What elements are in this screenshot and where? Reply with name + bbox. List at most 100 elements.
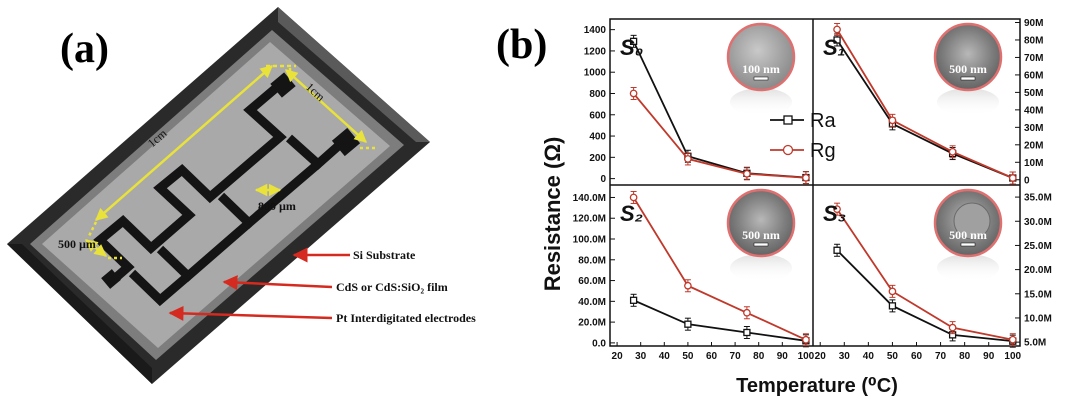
xtick-label-s3: 60 bbox=[911, 351, 923, 362]
subplot-s2: 0.0 20.0M 40.0M 60.0M 80.0M 100.0M 120.0M 140.0… bbox=[573, 188, 815, 362]
ytick-label-s1: 80M bbox=[1024, 35, 1043, 46]
xtick-label-s2: 80 bbox=[753, 351, 765, 362]
inset-sem-image-s0 bbox=[726, 22, 796, 92]
callout-arrow-electrodes bbox=[168, 305, 333, 321]
inset-reflection-s3 bbox=[937, 254, 999, 282]
ytick-label-s3: 5.0M bbox=[1024, 338, 1046, 349]
ytick-label-s0: 200 bbox=[589, 153, 606, 164]
data-point-s2-ra bbox=[684, 320, 692, 328]
xtick-label-s3: 20 bbox=[815, 351, 827, 362]
xtick-label-s2: 60 bbox=[706, 351, 718, 362]
xtick-label-s3: 70 bbox=[935, 351, 947, 362]
xtick-label-s2: 40 bbox=[659, 351, 671, 362]
callout-arrow-film bbox=[222, 275, 333, 291]
ytick-label-s2: 100.0M bbox=[573, 235, 606, 246]
ytick-label-s3: 20.0M bbox=[1024, 265, 1052, 276]
legend-label-ra: Ra bbox=[810, 110, 836, 132]
data-point-s3-ra bbox=[888, 302, 897, 310]
data-point-s3-rg bbox=[1008, 335, 1017, 344]
callout-film: CdS or CdS:SiO₂ film bbox=[336, 280, 448, 294]
series-line-s2-ra bbox=[633, 299, 807, 342]
subplot-s1: 0 10M 20M 30M 40M 50M 60M 70M 80M 90M 500 nm S₁ bbox=[823, 18, 1043, 186]
ytick-label-s3: 35.0M bbox=[1024, 193, 1052, 204]
ytick-label-s1: 50M bbox=[1024, 88, 1043, 99]
data-point-s3-rg bbox=[948, 323, 957, 332]
inset-scale-bar-s3 bbox=[960, 242, 976, 247]
legend-marker-rg bbox=[782, 144, 794, 156]
xtick-label-s2: 70 bbox=[730, 351, 742, 362]
data-point-s1-rg bbox=[948, 147, 957, 156]
xtick-label-s3: 50 bbox=[887, 351, 899, 362]
data-point-s2-rg bbox=[743, 308, 751, 317]
series-line-s2-rg bbox=[632, 196, 807, 341]
ytick-label-s0: 1200 bbox=[584, 46, 607, 57]
ytick-label-s1: 40M bbox=[1024, 105, 1043, 116]
ytick-label-s0: 1400 bbox=[584, 25, 607, 36]
ytick-label-s2: 60.0M bbox=[578, 276, 606, 287]
data-point-s0-rg bbox=[684, 155, 692, 163]
dim-gap-label: 800 µm bbox=[258, 199, 296, 213]
ytick-label-s2: 0.0 bbox=[592, 338, 606, 349]
ytick-label-s0: 1000 bbox=[584, 68, 607, 79]
x-axis-label: Temperature (⁰C) bbox=[736, 375, 898, 396]
ytick-label-s0: 600 bbox=[589, 110, 606, 121]
ytick-label-s0: 800 bbox=[589, 89, 606, 100]
ytick-label-s0: 400 bbox=[589, 132, 606, 143]
panel-label-s0: S₀ bbox=[620, 35, 643, 60]
data-point-s2-ra bbox=[743, 328, 751, 337]
xtick-label-s2: 20 bbox=[612, 351, 624, 362]
series-line-s1-rg bbox=[836, 29, 1014, 179]
ytick-label-s0: 0 bbox=[600, 174, 606, 185]
ytick-label-s1: 70M bbox=[1024, 53, 1043, 64]
xtick-label-s2: 30 bbox=[635, 351, 647, 362]
plot-area: 0 200 400 600 800 1000 1200 1400 100 nm S₀ 0 10M 20M… bbox=[573, 18, 1052, 362]
data-point-s0-rg bbox=[802, 173, 810, 182]
inset-reflection-s0 bbox=[730, 88, 792, 116]
data-point-s1-rg bbox=[888, 116, 897, 125]
panel-label-s3: S₃ bbox=[823, 201, 846, 226]
ytick-label-s2: 40.0M bbox=[578, 297, 606, 308]
inset-sem-image-s1 bbox=[933, 22, 1003, 92]
ytick-label-s1: 60M bbox=[1024, 70, 1043, 81]
plot-frame bbox=[609, 18, 1021, 347]
ytick-label-s1: 20M bbox=[1024, 140, 1043, 151]
ytick-label-s3: 15.0M bbox=[1024, 289, 1052, 300]
inset-scale-bar-s1 bbox=[960, 76, 976, 81]
ytick-label-s1: 90M bbox=[1024, 18, 1043, 29]
xtick-label-s3: 40 bbox=[863, 351, 875, 362]
data-point-s3-rg bbox=[833, 205, 841, 214]
xtick-label-s2: 100 bbox=[798, 351, 815, 362]
xtick-label-s3: 100 bbox=[1004, 351, 1021, 362]
data-point-s2-rg bbox=[684, 281, 692, 290]
dim-finger-label: 500 µm bbox=[58, 237, 96, 251]
callout-electrodes: Pt Interdigitated electrodes bbox=[336, 311, 476, 325]
xtick-label-s3: 80 bbox=[959, 351, 971, 362]
data-point-s3-rg bbox=[888, 287, 897, 296]
ytick-label-s2: 140.0M bbox=[573, 193, 606, 204]
inset-sphere-s3 bbox=[953, 202, 991, 240]
data-point-s0-rg bbox=[629, 89, 638, 98]
panel-a-device-schematic: (a) 1cm bbox=[7, 7, 476, 384]
series-line-s3-rg bbox=[836, 208, 1013, 341]
data-point-s2-ra bbox=[629, 296, 638, 304]
data-point-s2-rg bbox=[629, 193, 638, 202]
panel-label-s1: S₁ bbox=[823, 35, 845, 60]
ytick-label-s3: 30.0M bbox=[1024, 217, 1052, 228]
series-line-s0-rg bbox=[632, 92, 806, 179]
y-axis-label: Resistance (Ω) bbox=[540, 137, 565, 292]
ytick-label-s3: 25.0M bbox=[1024, 241, 1052, 252]
panel-label-s2: S₂ bbox=[620, 201, 643, 226]
ytick-label-s1: 0 bbox=[1024, 175, 1030, 186]
ytick-label-s3: 10.0M bbox=[1024, 313, 1052, 324]
legend: Ra Rg bbox=[770, 110, 836, 162]
ytick-label-s2: 80.0M bbox=[578, 255, 606, 266]
inset-reflection-s1 bbox=[937, 88, 999, 116]
ytick-label-s1: 30M bbox=[1024, 123, 1043, 134]
callout-substrate: Si Substrate bbox=[353, 248, 416, 262]
subplot-s3: 5.0M 10.0M 15.0M 20.0M 25.0M 30.0M 35.0M 20 30 40… bbox=[815, 188, 1052, 362]
xtick-label-s2: 50 bbox=[682, 351, 694, 362]
inset-reflection-s2 bbox=[730, 254, 792, 282]
subplot-s0: 0 200 400 600 800 1000 1200 1400 100 nm S₀ bbox=[584, 22, 810, 185]
panel-a-label: (a) bbox=[60, 26, 109, 72]
